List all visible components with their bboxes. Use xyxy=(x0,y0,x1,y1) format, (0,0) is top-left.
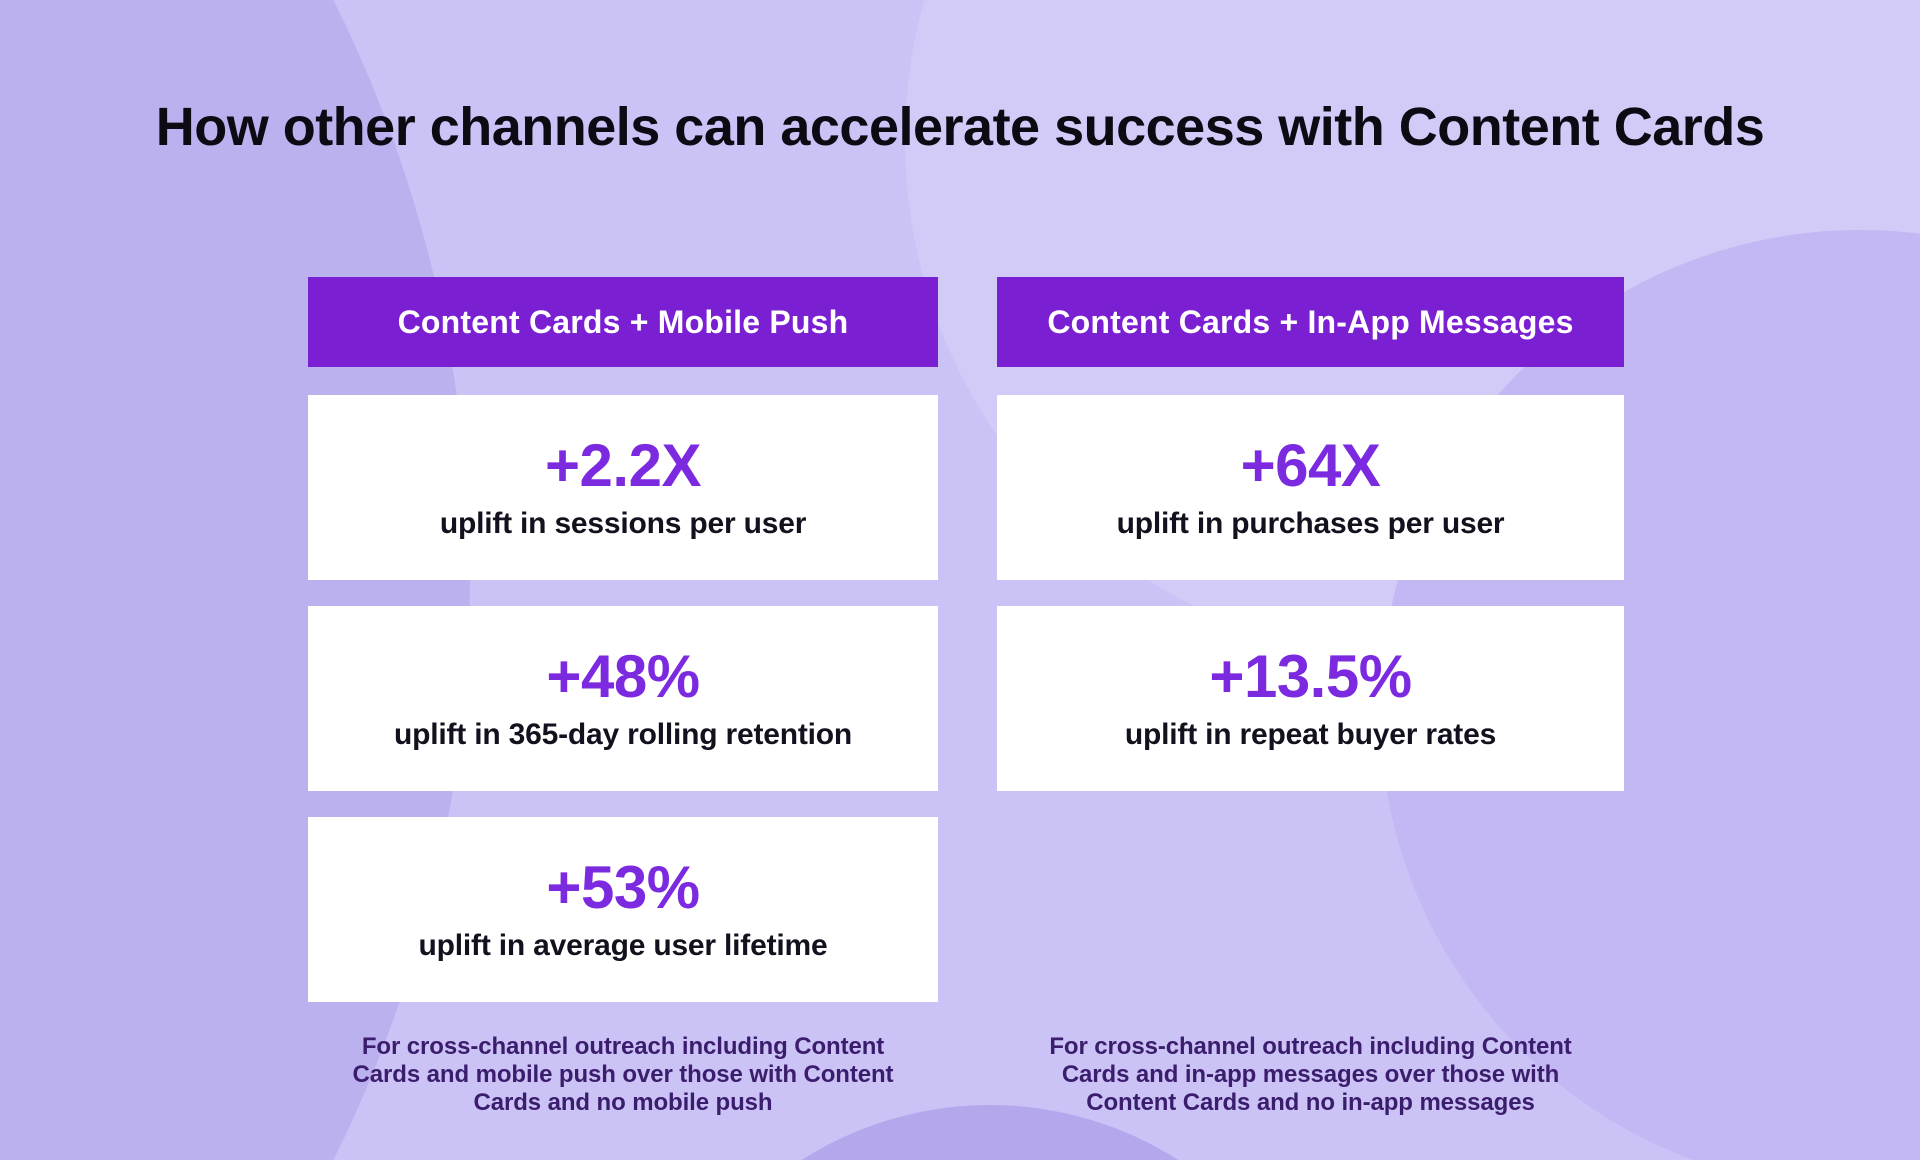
footnote-mobile-push: For cross-channel outreach including Con… xyxy=(352,1033,894,1116)
page-title: How other channels can accelerate succes… xyxy=(155,97,1765,157)
stat-label-repeat-buyer: uplift in repeat buyer rates xyxy=(1124,718,1497,751)
stat-value-sessions: +2.2X xyxy=(545,432,701,499)
stat-card-sessions-uplift: +2.2X uplift in sessions per user xyxy=(308,395,938,580)
header-label-in-app-messages: Content Cards + In-App Messages xyxy=(1047,303,1574,340)
stat-value-retention: +48% xyxy=(546,643,700,710)
stat-card-lifetime-uplift: +53% uplift in average user lifetime xyxy=(308,817,938,1002)
header-bar-in-app-messages: Content Cards + In-App Messages xyxy=(997,277,1624,367)
header-bar-mobile-push: Content Cards + Mobile Push xyxy=(308,277,938,367)
header-label-mobile-push: Content Cards + Mobile Push xyxy=(397,303,849,340)
footnote-in-app-messages: For cross-channel outreach including Con… xyxy=(1049,1033,1572,1116)
column-mobile-push: Content Cards + Mobile Push +2.2X uplift… xyxy=(308,277,938,1117)
stat-card-repeat-buyer-uplift: +13.5% uplift in repeat buyer rates xyxy=(997,606,1624,791)
column-in-app-messages: Content Cards + In-App Messages +64X upl… xyxy=(997,277,1624,1117)
stat-card-retention-uplift: +48% uplift in 365-day rolling retention xyxy=(308,606,938,791)
stat-label-sessions: uplift in sessions per user xyxy=(439,507,807,540)
stat-label-purchases: uplift in purchases per user xyxy=(1116,507,1505,540)
stat-card-purchases-uplift: +64X uplift in purchases per user xyxy=(997,395,1624,580)
stat-label-retention: uplift in 365-day rolling retention xyxy=(393,718,853,751)
stat-label-lifetime: uplift in average user lifetime xyxy=(418,929,828,962)
stat-value-purchases: +64X xyxy=(1240,432,1381,499)
stat-value-lifetime: +53% xyxy=(546,854,700,921)
stat-value-repeat-buyer: +13.5% xyxy=(1209,643,1412,710)
